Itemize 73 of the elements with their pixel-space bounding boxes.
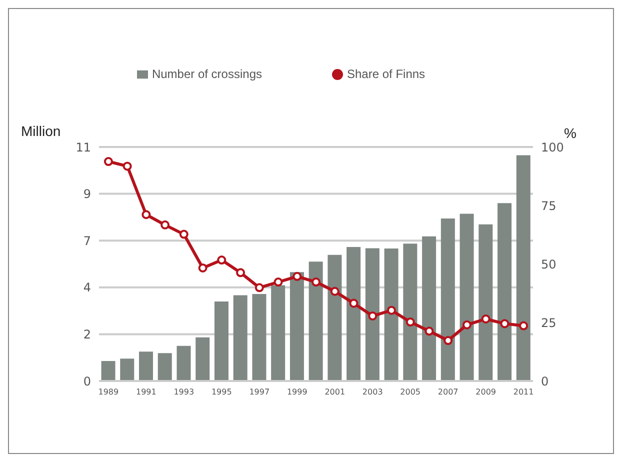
bar xyxy=(460,214,474,381)
x-tick-label: 2003 xyxy=(362,388,383,397)
y-tick-label: 2 xyxy=(83,327,91,342)
point xyxy=(444,336,453,346)
bar xyxy=(498,203,512,381)
y-tick-label: 9 xyxy=(83,187,91,202)
x-tick-label: 1989 xyxy=(98,388,119,397)
point xyxy=(292,272,302,281)
bar xyxy=(252,294,266,381)
y2-tick-label: 50 xyxy=(541,257,556,272)
bar xyxy=(101,361,116,381)
point xyxy=(349,298,358,308)
y-tick-label: 7 xyxy=(83,234,91,248)
point xyxy=(330,286,340,296)
x-tick-label: 2005 xyxy=(400,388,421,397)
bar xyxy=(403,244,418,381)
y-axis-title: Million xyxy=(21,123,61,139)
x-tick-label: 1991 xyxy=(136,388,156,397)
bar xyxy=(271,285,286,381)
x-tick-label: 1995 xyxy=(211,388,232,397)
point xyxy=(424,326,434,336)
point xyxy=(198,263,208,272)
bar xyxy=(176,346,191,381)
point xyxy=(406,318,415,327)
point xyxy=(217,256,226,265)
x-tick-label: 2001 xyxy=(324,388,346,397)
bar xyxy=(384,248,398,381)
bar xyxy=(328,254,342,381)
y2-tick-label: 0 xyxy=(541,374,549,388)
point xyxy=(236,268,246,278)
bar xyxy=(422,236,436,381)
y-tick-label: 0 xyxy=(83,374,91,388)
bar xyxy=(478,224,493,381)
y2-axis-title: % xyxy=(564,125,576,141)
y-tick-label: 4 xyxy=(83,280,91,295)
point xyxy=(462,320,472,330)
point xyxy=(104,157,113,166)
point xyxy=(312,278,320,287)
point xyxy=(142,210,151,220)
bar xyxy=(440,218,455,381)
x-tick-label: 1999 xyxy=(286,388,308,397)
bar xyxy=(365,248,380,381)
point xyxy=(368,311,378,320)
bar xyxy=(308,262,323,381)
point xyxy=(122,162,132,171)
point xyxy=(274,278,283,287)
bar xyxy=(290,272,304,381)
y2-tick-label: 25 xyxy=(541,316,556,330)
point xyxy=(160,220,170,230)
y-tick-label: 11 xyxy=(76,140,91,154)
bar xyxy=(516,155,530,381)
x-tick-label: 2007 xyxy=(438,388,458,397)
point xyxy=(481,314,490,324)
legend-label: Number of crossings xyxy=(152,67,262,81)
bar xyxy=(120,358,134,381)
bar xyxy=(196,337,210,381)
legend-label: Share of Finns xyxy=(347,67,426,81)
point xyxy=(519,321,528,330)
x-tick-label: 1997 xyxy=(249,388,270,397)
x-tick-label: 1993 xyxy=(174,388,194,397)
point xyxy=(179,230,188,239)
x-tick-label: 2009 xyxy=(476,388,496,397)
bar xyxy=(139,352,154,381)
bar xyxy=(158,353,172,381)
bar xyxy=(233,295,248,381)
point xyxy=(254,283,264,292)
y2-tick-label: 100 xyxy=(541,140,564,154)
bar xyxy=(214,301,228,381)
bar xyxy=(346,246,361,381)
point xyxy=(500,319,510,328)
point xyxy=(386,306,396,315)
y2-tick-label: 75 xyxy=(541,198,556,213)
x-tick-label: 2011 xyxy=(513,388,534,397)
